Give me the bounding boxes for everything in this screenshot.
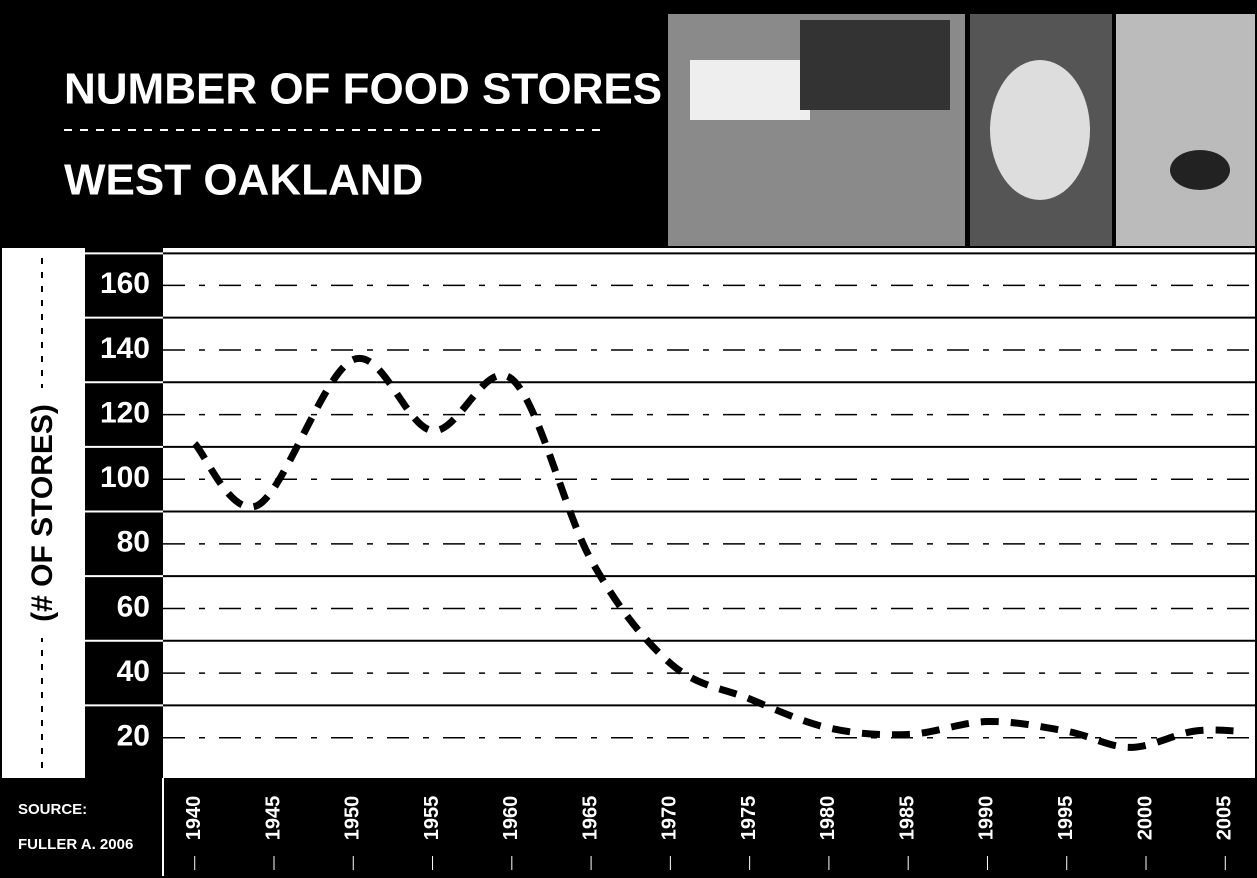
x-tick-label: 1995 (1055, 796, 1077, 841)
x-tick-label: 1965 (579, 796, 601, 841)
y-tick-label: 100 (100, 461, 150, 494)
photo-detail (800, 20, 950, 110)
x-tick-label: 1940 (183, 796, 205, 841)
x-tick-label: 1970 (659, 796, 681, 841)
x-tick-label: 1980 (817, 796, 839, 841)
photo (1116, 14, 1257, 246)
x-tick-label: 2000 (1134, 796, 1156, 841)
y-tick-label: 80 (117, 526, 150, 559)
photo-detail (690, 60, 810, 120)
title-panel (0, 0, 662, 248)
x-tick-label: 1975 (738, 796, 760, 841)
photo-detail (1170, 150, 1230, 190)
y-axis-label: (# OF STORES) (26, 404, 59, 622)
x-tick-label: 1985 (896, 796, 918, 841)
photo-detail (990, 60, 1090, 200)
y-tick-label: 40 (117, 655, 150, 688)
data-line (192, 354, 1242, 751)
y-tick-label: 140 (100, 332, 150, 365)
x-tick-label: 1990 (976, 796, 998, 841)
y-tick-label: 160 (100, 267, 150, 300)
x-tick-label: 1955 (421, 796, 443, 841)
y-tick-label: 20 (117, 720, 150, 753)
tick-column (85, 248, 163, 778)
chart-title: NUMBER OF FOOD STORES (64, 65, 662, 114)
x-band (0, 778, 1257, 878)
y-tick-label: 60 (117, 590, 150, 623)
source: FULLER A. 2006 (18, 836, 133, 853)
source-label: SOURCE: (18, 801, 87, 818)
chart-subtitle: WEST OAKLAND (64, 156, 423, 205)
photos (662, 0, 1257, 248)
y-tick-label: 120 (100, 396, 150, 429)
x-tick-label: 1945 (262, 796, 284, 841)
x-tick-label: 2005 (1214, 796, 1236, 841)
x-tick-label: 1960 (500, 796, 522, 841)
x-tick-label: 1950 (342, 796, 364, 841)
y-label-back (22, 388, 62, 638)
